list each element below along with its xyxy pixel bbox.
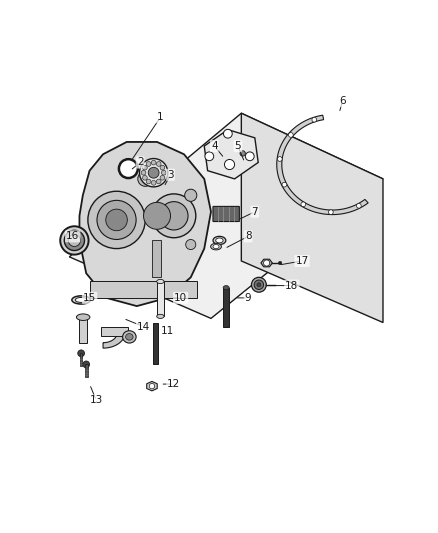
Polygon shape bbox=[261, 259, 272, 267]
Ellipse shape bbox=[72, 296, 90, 304]
Text: 9: 9 bbox=[245, 293, 251, 303]
Circle shape bbox=[289, 133, 293, 138]
Polygon shape bbox=[89, 281, 198, 298]
Ellipse shape bbox=[157, 279, 164, 284]
Ellipse shape bbox=[123, 330, 136, 343]
Circle shape bbox=[223, 130, 232, 138]
Circle shape bbox=[160, 165, 165, 170]
Ellipse shape bbox=[75, 297, 87, 302]
Text: 12: 12 bbox=[167, 379, 180, 389]
Circle shape bbox=[151, 181, 156, 185]
Polygon shape bbox=[103, 333, 125, 348]
Circle shape bbox=[328, 210, 333, 214]
Circle shape bbox=[142, 175, 147, 180]
Polygon shape bbox=[79, 142, 211, 306]
Circle shape bbox=[279, 261, 282, 265]
Circle shape bbox=[160, 175, 165, 180]
Circle shape bbox=[251, 277, 266, 292]
Circle shape bbox=[312, 117, 317, 122]
Text: 13: 13 bbox=[90, 395, 103, 406]
Text: 14: 14 bbox=[137, 321, 150, 332]
Bar bbox=[101, 327, 128, 336]
Circle shape bbox=[357, 204, 361, 208]
Polygon shape bbox=[277, 115, 368, 215]
Ellipse shape bbox=[211, 243, 222, 250]
Circle shape bbox=[257, 282, 261, 287]
Circle shape bbox=[282, 182, 287, 187]
Ellipse shape bbox=[215, 238, 223, 243]
Circle shape bbox=[240, 151, 245, 156]
Circle shape bbox=[205, 152, 214, 160]
Ellipse shape bbox=[126, 334, 133, 340]
Circle shape bbox=[142, 165, 147, 170]
Text: 4: 4 bbox=[211, 141, 218, 151]
Circle shape bbox=[245, 152, 254, 160]
Circle shape bbox=[264, 260, 270, 266]
Circle shape bbox=[148, 167, 159, 178]
Ellipse shape bbox=[157, 314, 164, 318]
Circle shape bbox=[277, 157, 282, 161]
Text: 3: 3 bbox=[167, 170, 174, 180]
Text: 1: 1 bbox=[157, 112, 164, 122]
Text: 17: 17 bbox=[295, 256, 309, 266]
Circle shape bbox=[151, 160, 156, 165]
Circle shape bbox=[156, 161, 161, 166]
Ellipse shape bbox=[213, 236, 226, 245]
Text: 8: 8 bbox=[245, 231, 251, 241]
Text: 15: 15 bbox=[83, 293, 96, 303]
Circle shape bbox=[68, 235, 81, 246]
Text: 16: 16 bbox=[66, 231, 79, 241]
Circle shape bbox=[141, 171, 146, 175]
Circle shape bbox=[119, 159, 138, 178]
Polygon shape bbox=[69, 113, 383, 318]
Circle shape bbox=[185, 189, 197, 201]
Bar bbox=[79, 318, 87, 343]
Text: 18: 18 bbox=[285, 280, 299, 290]
Text: 11: 11 bbox=[160, 326, 174, 336]
Bar bbox=[152, 322, 158, 364]
Circle shape bbox=[186, 239, 196, 249]
Circle shape bbox=[64, 230, 85, 251]
Bar bbox=[80, 353, 82, 366]
Bar bbox=[85, 365, 88, 377]
Polygon shape bbox=[147, 382, 157, 391]
Circle shape bbox=[224, 159, 235, 169]
Text: 5: 5 bbox=[235, 141, 241, 151]
Circle shape bbox=[83, 361, 89, 368]
Circle shape bbox=[97, 200, 136, 239]
Bar bbox=[152, 240, 162, 277]
Circle shape bbox=[149, 383, 155, 389]
Text: 10: 10 bbox=[174, 293, 187, 303]
Circle shape bbox=[254, 280, 264, 289]
Circle shape bbox=[152, 194, 196, 238]
Circle shape bbox=[144, 203, 170, 229]
Circle shape bbox=[139, 158, 168, 187]
Circle shape bbox=[60, 227, 88, 255]
Circle shape bbox=[146, 161, 151, 166]
Text: 6: 6 bbox=[339, 96, 346, 106]
Ellipse shape bbox=[223, 286, 229, 290]
Circle shape bbox=[146, 179, 151, 184]
FancyBboxPatch shape bbox=[213, 206, 239, 222]
Text: 2: 2 bbox=[137, 157, 144, 167]
Circle shape bbox=[88, 191, 145, 248]
Polygon shape bbox=[241, 113, 383, 322]
Circle shape bbox=[160, 201, 188, 230]
Ellipse shape bbox=[76, 314, 90, 320]
Text: 7: 7 bbox=[251, 207, 258, 217]
Bar bbox=[157, 281, 164, 317]
Circle shape bbox=[138, 172, 152, 187]
Circle shape bbox=[301, 202, 306, 207]
Ellipse shape bbox=[213, 245, 219, 248]
Bar bbox=[223, 288, 229, 327]
Polygon shape bbox=[204, 130, 258, 179]
Circle shape bbox=[106, 209, 127, 231]
Circle shape bbox=[162, 171, 166, 175]
Circle shape bbox=[78, 350, 85, 357]
Circle shape bbox=[156, 179, 161, 184]
